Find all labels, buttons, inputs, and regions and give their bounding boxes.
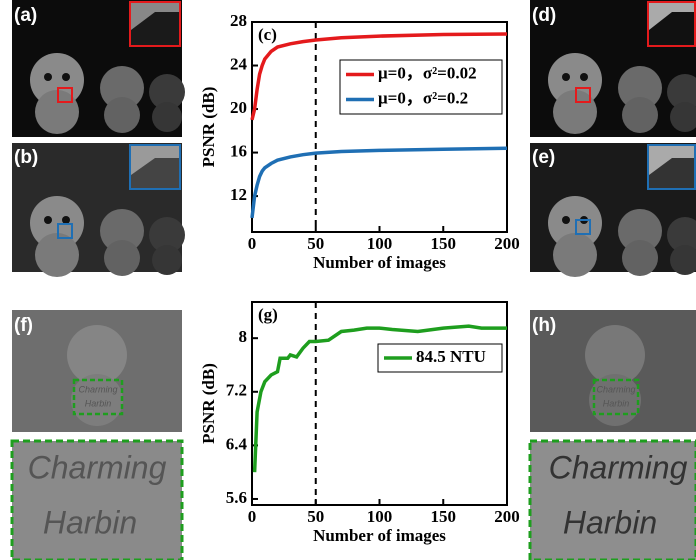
plot-frame [252,22,507,232]
panel-label: (f) [14,315,33,336]
image-text: Harbin [85,398,112,408]
x-tick-label: 200 [494,507,520,526]
y-tick-label: 7.2 [226,381,247,400]
image-text: Harbin [603,398,630,408]
series-line [252,148,507,218]
y-tick-label: 16 [230,141,247,160]
x-axis-label: Number of images [313,526,446,545]
y-tick-label: 20 [230,98,247,117]
y-tick-label: 5.6 [226,488,247,507]
panel-label: (a) [14,5,37,26]
x-tick-label: 50 [307,507,324,526]
y-tick-label: 12 [230,185,247,204]
x-tick-label: 0 [248,234,257,253]
x-tick-label: 100 [367,234,393,253]
panel-label: (h) [532,315,556,336]
panel-label: (g) [258,305,278,324]
panel-label: (c) [258,25,277,44]
panel-label: (e) [532,147,555,168]
legend-label: μ=0，σ²=0.2 [378,88,468,107]
x-tick-label: 50 [307,234,324,253]
y-axis-label: PSNR (dB) [199,87,218,168]
y-tick-label: 8 [239,327,248,346]
y-tick-label: 28 [230,11,247,30]
image-text: Charming [78,384,117,394]
image-panel: Charming Harbin Charming Harbin (f) [12,310,182,560]
image-text: Harbin [563,504,657,540]
x-tick-label: 100 [367,507,393,526]
image-text: Charming [28,449,167,485]
legend-label: μ=0，σ²=0.02 [378,63,477,82]
y-tick-label: 24 [230,54,248,73]
image-panel: Charming Harbin Charming Harbin (h) [530,310,696,560]
image-text: Charming [549,449,688,485]
panel-label: (b) [14,147,38,168]
x-tick-label: 150 [431,234,457,253]
legend-label: 84.5 NTU [416,347,486,366]
x-axis-label: Number of images [313,253,446,272]
image-panel: (e) [530,143,696,277]
plot-frame [252,302,507,505]
image-panel: (b) [12,143,185,277]
image-text: Charming [596,384,635,394]
x-tick-label: 150 [431,507,457,526]
panel-label: (d) [532,5,556,26]
y-axis-label: PSNR (dB) [199,363,218,444]
y-tick-label: 6.4 [226,434,248,453]
image-panel: (d) [530,0,696,137]
image-text: Harbin [43,504,137,540]
x-tick-label: 0 [248,507,257,526]
image-panel: (a) [12,0,185,137]
figure: (a) (b) (d) (e) Charming Harbin Charming [0,0,696,560]
x-tick-label: 200 [494,234,520,253]
